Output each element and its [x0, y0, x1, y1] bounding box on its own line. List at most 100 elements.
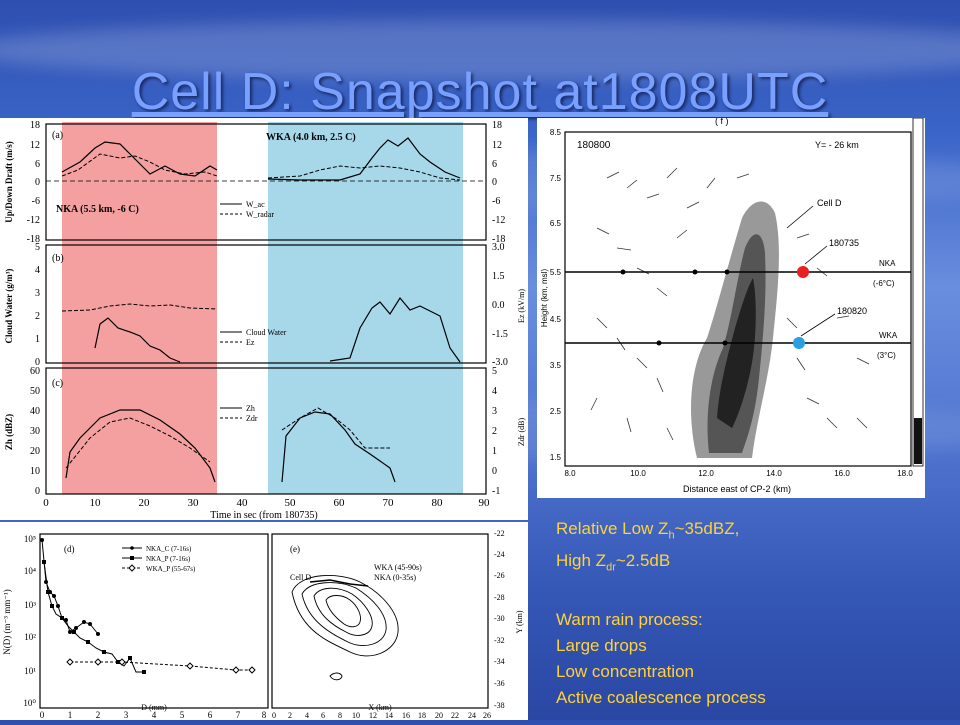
dsd-x-ticks: 0 1 2 3 4 5 6 7 8: [40, 710, 267, 720]
panel-b-frame: [45, 244, 487, 364]
red-marker: [797, 266, 809, 278]
svg-text:-28: -28: [494, 593, 505, 602]
panel-c-ylabel: Zh (dBZ): [4, 414, 14, 450]
marker1-label: 180735: [829, 238, 859, 248]
svg-text:16: 16: [402, 711, 410, 720]
track-ylabel: Y (km): [515, 610, 524, 633]
svg-text:16.0: 16.0: [834, 469, 850, 478]
svg-text:90: 90: [479, 497, 491, 509]
svg-text:12: 12: [492, 140, 502, 151]
svg-text:5: 5: [180, 710, 185, 720]
svg-text:10³: 10³: [24, 600, 36, 610]
legend-w-ac: W_ac: [246, 200, 265, 209]
track-legend-nka: NKA (0-35s): [374, 573, 416, 582]
svg-text:8.5: 8.5: [550, 128, 562, 137]
svg-text:30: 30: [188, 497, 200, 509]
svg-text:3.0: 3.0: [492, 242, 505, 253]
svg-text:-1.5: -1.5: [492, 329, 508, 340]
nka-highlight-band: [62, 122, 217, 494]
cross-section-figure: ( f ) 180800 Y= - 26 km Cell D 180735 18…: [537, 116, 925, 498]
svg-text:3.5: 3.5: [550, 361, 562, 370]
svg-text:60: 60: [334, 497, 346, 509]
svg-text:10: 10: [352, 711, 360, 720]
svg-text:3: 3: [124, 710, 129, 720]
svg-text:1: 1: [35, 334, 40, 345]
track-xlabel: X (km): [368, 703, 392, 712]
panel-b-tag: (b): [52, 253, 64, 264]
panel-c-left-ticks: 60 50 40 30 20 10 0: [30, 366, 40, 497]
panel-b-ylabel: Cloud Water (g/m³): [4, 269, 14, 344]
svg-text:70: 70: [383, 497, 395, 509]
cross-y-label: Y= - 26 km: [815, 140, 859, 150]
svg-text:4: 4: [492, 386, 497, 397]
note-heading: Warm rain process:: [556, 609, 703, 629]
svg-text:2: 2: [288, 711, 292, 720]
panel-c-frame: [45, 367, 487, 495]
cross-x-label: Distance east of CP-2 (km): [683, 484, 791, 494]
cross-y-ticks: 8.5 7.5 6.5 5.5 4.5 3.5 2.5 1.5: [550, 128, 562, 462]
svg-text:7: 7: [236, 710, 241, 720]
svg-text:18: 18: [418, 711, 426, 720]
svg-text:0: 0: [272, 711, 276, 720]
note-item-2: Low concentration: [556, 661, 694, 681]
svg-text:-12: -12: [492, 215, 505, 226]
summary-notes: Relative Low Zh~35dBZ, High Zdr~2.5dB Wa…: [556, 516, 956, 711]
svg-text:2: 2: [35, 311, 40, 322]
nka-cs-temp: (-6°C): [873, 279, 895, 288]
dsd-track-plot: (d) NKA_C (7-16s) NKA_P (7-16s) WKA_P (5…: [2, 529, 524, 720]
svg-text:24: 24: [468, 711, 476, 720]
svg-text:20: 20: [30, 446, 40, 457]
svg-text:8: 8: [262, 710, 267, 720]
panel-a-left-ticks: 18 12 6 0 -6 -12 -18: [27, 120, 40, 245]
track-tag: (e): [290, 544, 300, 554]
svg-text:0.0: 0.0: [492, 300, 505, 311]
svg-text:0: 0: [35, 177, 40, 188]
svg-text:8: 8: [338, 711, 342, 720]
panel-a-right-ticks: 18 12 6 0 -6 -12 -18: [492, 120, 505, 245]
svg-text:12.0: 12.0: [698, 469, 714, 478]
svg-text:10²: 10²: [24, 632, 36, 642]
svg-text:3: 3: [35, 288, 40, 299]
svg-text:2: 2: [492, 426, 497, 437]
panel-a-frame: [45, 123, 487, 241]
svg-text:-38: -38: [494, 701, 505, 710]
svg-text:18: 18: [492, 120, 502, 131]
svg-text:10.0: 10.0: [630, 469, 646, 478]
svg-text:10⁰: 10⁰: [23, 698, 36, 708]
wka-label: WKA (4.0 km, 2.5 C): [266, 132, 356, 143]
marker2-label: 180820: [837, 306, 867, 316]
track-y-ticks: -22 -24 -26 -28 -30 -32 -34 -36 -38: [494, 529, 505, 710]
svg-text:0: 0: [492, 177, 497, 188]
svg-text:50: 50: [30, 386, 40, 397]
svg-text:WKA_P (55-67s): WKA_P (55-67s): [146, 565, 196, 573]
svg-text:6: 6: [35, 159, 40, 170]
panel-b-right-label: Ez (kV/m): [517, 289, 526, 323]
cross-time: 180800: [577, 140, 611, 151]
svg-text:80: 80: [432, 497, 444, 509]
svg-text:-12: -12: [27, 215, 40, 226]
svg-text:-22: -22: [494, 529, 505, 538]
svg-text:-3.0: -3.0: [492, 357, 508, 368]
svg-text:1.5: 1.5: [492, 271, 505, 282]
svg-text:22: 22: [451, 711, 459, 720]
dsd-tag: (d): [64, 544, 75, 554]
svg-text:6: 6: [492, 159, 497, 170]
svg-text:4: 4: [152, 710, 157, 720]
slide-title: Cell D: Snapshot at1808UTC: [131, 63, 829, 121]
track-x-ticks: 0 2 4 6 8 10 12 14 16 18 20 22 24 26: [272, 711, 491, 720]
cross-section-plot: ( f ) 180800 Y= - 26 km Cell D 180735 18…: [540, 116, 924, 494]
legend-ez: Ez: [246, 338, 255, 347]
svg-text:4.5: 4.5: [550, 315, 562, 324]
svg-text:2.5: 2.5: [550, 407, 562, 416]
wka-cs-label: WKA: [879, 331, 898, 340]
dsd-y-ticks: 10⁵ 10⁴ 10³ 10² 10¹ 10⁰: [23, 534, 36, 708]
cross-panel-tag: ( f ): [715, 118, 729, 126]
svg-text:14.0: 14.0: [766, 469, 782, 478]
svg-text:4: 4: [35, 265, 40, 276]
note-zh: Relative Low Zh~35dBZ,: [556, 519, 740, 542]
svg-text:-18: -18: [27, 234, 40, 245]
wind-vectors: [590, 167, 870, 441]
note-zdr: High Zdr~2.5dB: [556, 551, 671, 574]
svg-text:18.0: 18.0: [897, 469, 913, 478]
panel-c-right-label: Zdr (dB): [517, 418, 526, 447]
